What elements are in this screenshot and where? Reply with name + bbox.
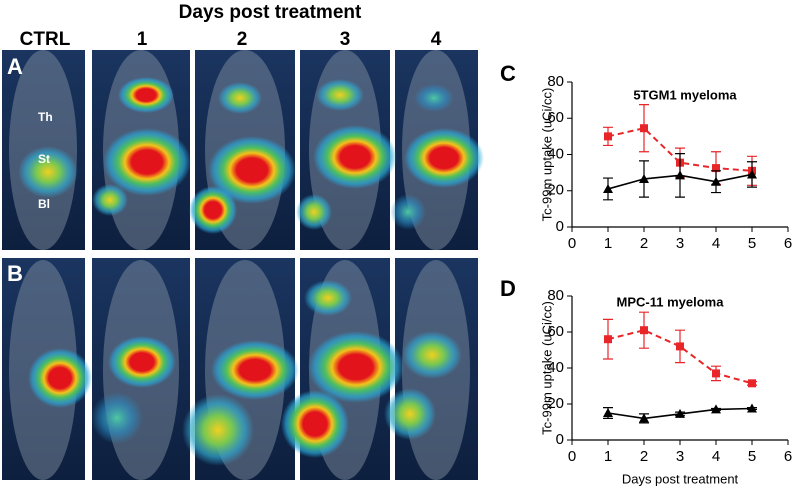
y-tick-label: 20 xyxy=(547,182,564,199)
series-line xyxy=(607,329,753,385)
marker xyxy=(711,176,721,186)
marker xyxy=(747,403,757,413)
organ-label: St xyxy=(38,152,50,166)
series-line xyxy=(607,127,753,172)
x-tick-label: 4 xyxy=(712,448,720,465)
y-tick-label: 60 xyxy=(547,109,564,126)
marker xyxy=(639,173,649,183)
panel-label: C xyxy=(500,61,516,86)
marker xyxy=(603,408,613,417)
marker xyxy=(748,379,756,388)
marker xyxy=(639,413,649,423)
x-tick-label: 1 xyxy=(604,448,612,465)
marker xyxy=(640,124,648,133)
x-tick-label: 0 xyxy=(568,448,576,465)
marker xyxy=(712,164,720,173)
y-tick-label: 40 xyxy=(547,145,564,162)
marker xyxy=(640,326,648,335)
column-label: CTRL xyxy=(20,29,71,50)
figure-title: Days post treatment xyxy=(179,2,362,23)
y-tick-label: 0 xyxy=(556,431,564,448)
organ-label: Th xyxy=(38,110,53,124)
marker xyxy=(712,369,720,378)
marker xyxy=(604,335,612,344)
x-tick-label: 6 xyxy=(784,235,792,252)
panel-label: D xyxy=(500,276,516,301)
x-tick-label: 3 xyxy=(676,235,684,252)
column-label: 1 xyxy=(137,29,148,50)
y-axis-label: Tc-99m uptake (uCi/cc) xyxy=(539,301,554,435)
x-tick-label: 4 xyxy=(712,235,720,252)
marker xyxy=(675,408,685,418)
chart-title: 5TGM1 myeloma xyxy=(633,87,737,102)
x-tick-label: 5 xyxy=(748,235,756,252)
x-axis-label: Days post treatment xyxy=(622,471,739,486)
image-panels xyxy=(2,50,484,480)
x-tick-label: 3 xyxy=(676,448,684,465)
y-tick-label: 80 xyxy=(547,287,564,304)
y-axis-label: Tc-99m uptake (uCi/cc) xyxy=(539,88,554,222)
x-tick-label: 6 xyxy=(784,448,792,465)
marker xyxy=(747,169,757,179)
y-tick-label: 80 xyxy=(547,73,564,90)
row-label: A xyxy=(7,54,23,79)
x-tick-label: 1 xyxy=(604,235,612,252)
column-label: 4 xyxy=(431,29,442,50)
marker xyxy=(711,404,721,414)
y-tick-label: 20 xyxy=(547,395,564,412)
column-label: 2 xyxy=(237,29,248,50)
row-label: B xyxy=(7,261,23,286)
marker xyxy=(604,132,612,141)
marker xyxy=(603,183,613,193)
x-tick-label: 0 xyxy=(568,235,576,252)
column-label: 3 xyxy=(340,29,351,50)
marker xyxy=(676,342,684,351)
marker xyxy=(675,170,685,180)
chart-title: MPC-11 myeloma xyxy=(617,294,725,309)
y-tick-label: 60 xyxy=(547,323,564,340)
organ-label: Bl xyxy=(38,197,50,211)
y-tick-label: 40 xyxy=(547,359,564,376)
x-tick-label: 2 xyxy=(640,235,648,252)
x-tick-label: 2 xyxy=(640,448,648,465)
x-tick-label: 5 xyxy=(748,448,756,465)
y-tick-label: 0 xyxy=(556,218,564,235)
